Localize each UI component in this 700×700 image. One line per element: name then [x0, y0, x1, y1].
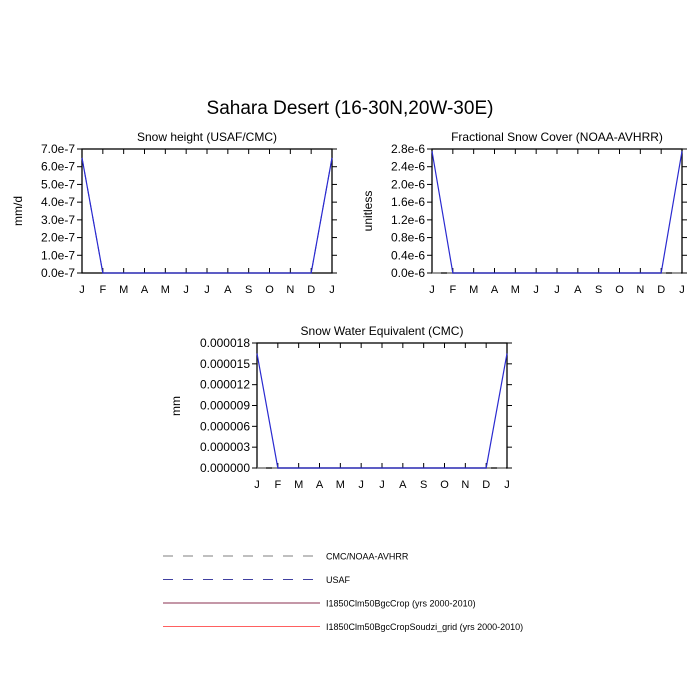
panel-title: Fractional Snow Cover (NOAA-AVHRR)	[451, 130, 663, 144]
x-tick-label: S	[595, 284, 602, 296]
x-tick-label: J	[554, 284, 560, 296]
panel-title: Snow Water Equivalent (CMC)	[301, 324, 464, 338]
x-tick-label: M	[119, 284, 128, 296]
y-tick-label: 5.0e-7	[41, 177, 75, 191]
figure-title: Sahara Desert (16-30N,20W-30E)	[207, 98, 494, 119]
x-tick-label: M	[294, 479, 303, 491]
x-tick-label: J	[79, 284, 85, 296]
y-tick-label: 0.000006	[200, 419, 250, 433]
plot-frame	[81, 148, 333, 274]
y-tick-label: 3.0e-7	[41, 213, 75, 227]
x-tick-label: A	[491, 284, 499, 296]
x-tick-label: S	[420, 479, 427, 491]
y-tick-label: 6.0e-7	[41, 160, 75, 174]
y-tick-label: 0.000003	[200, 440, 250, 454]
y-axis-label: mm	[169, 396, 183, 416]
x-tick-label: M	[161, 284, 170, 296]
x-tick-label: J	[204, 284, 210, 296]
x-tick-label: A	[141, 284, 149, 296]
x-tick-label: M	[336, 479, 345, 491]
x-tick-label: J	[533, 284, 539, 296]
x-tick-label: J	[329, 284, 335, 296]
y-tick-label: 0.0e-7	[41, 266, 75, 280]
y-tick-label: 0.000018	[200, 336, 250, 350]
x-tick-label: J	[379, 479, 385, 491]
panel-title: Snow height (USAF/CMC)	[137, 130, 277, 144]
x-tick-label: A	[316, 479, 324, 491]
y-tick-label: 2.0e-6	[391, 177, 425, 191]
legend-label: I1850Clm50BgcCrop (yrs 2000-2010)	[326, 599, 476, 609]
y-tick-label: 0.0e-6	[391, 266, 425, 280]
y-tick-label: 0.000015	[200, 357, 250, 371]
y-tick-label: 2.0e-7	[41, 231, 75, 245]
x-tick-label: J	[429, 284, 435, 296]
x-tick-label: A	[224, 284, 232, 296]
y-tick-label: 2.4e-6	[391, 160, 425, 174]
x-tick-label: F	[99, 284, 106, 296]
x-tick-label: N	[286, 284, 294, 296]
x-tick-label: J	[254, 479, 260, 491]
y-axis-label: unitless	[361, 191, 375, 232]
x-tick-label: D	[307, 284, 315, 296]
y-tick-label: 1.2e-6	[391, 213, 425, 227]
y-tick-label: 1.6e-6	[391, 195, 425, 209]
plot-frame	[256, 342, 508, 469]
x-tick-label: M	[511, 284, 520, 296]
panel-fractional-snow-cover: Fractional Snow Cover (NOAA-AVHRR) unitl…	[361, 130, 687, 296]
series-line	[431, 151, 683, 274]
legend-label: USAF	[326, 575, 351, 585]
legend-label: I1850Clm50BgcCropSoudzi_grid (yrs 2000-2…	[326, 622, 523, 632]
series-line	[81, 157, 333, 274]
y-tick-label: 0.8e-6	[391, 231, 425, 245]
x-tick-label: S	[245, 284, 252, 296]
legend-label: CMC/NOAA-AVHRR	[326, 552, 409, 562]
y-tick-label: 0.000012	[200, 378, 250, 392]
x-tick-label: O	[615, 284, 624, 296]
y-tick-label: 1.0e-7	[41, 248, 75, 262]
x-tick-label: J	[679, 284, 685, 296]
legend: CMC/NOAA-AVHRR USAF I1850Clm50BgcCrop (yrs…	[163, 552, 523, 632]
y-tick-label: 0.000009	[200, 399, 250, 413]
x-tick-label: N	[461, 479, 469, 491]
y-tick-label: 0.4e-6	[391, 248, 425, 262]
x-tick-label: F	[449, 284, 456, 296]
x-tick-label: M	[469, 284, 478, 296]
x-tick-label: O	[440, 479, 449, 491]
x-tick-label: J	[358, 479, 364, 491]
y-axis-label: mm/d	[11, 196, 25, 226]
x-tick-label: A	[574, 284, 582, 296]
x-tick-label: F	[274, 479, 281, 491]
y-tick-label: 2.8e-6	[391, 142, 425, 156]
series-line	[256, 353, 508, 469]
x-tick-label: J	[183, 284, 189, 296]
y-tick-label: 0.000000	[200, 461, 250, 475]
series-line	[81, 157, 333, 274]
x-tick-label: A	[399, 479, 407, 491]
x-tick-label: N	[636, 284, 644, 296]
y-tick-label: 4.0e-7	[41, 195, 75, 209]
plot-frame	[431, 148, 683, 274]
x-tick-label: D	[657, 284, 665, 296]
x-tick-label: J	[504, 479, 510, 491]
x-tick-label: D	[482, 479, 490, 491]
x-tick-label: O	[265, 284, 274, 296]
y-tick-label: 7.0e-7	[41, 142, 75, 156]
